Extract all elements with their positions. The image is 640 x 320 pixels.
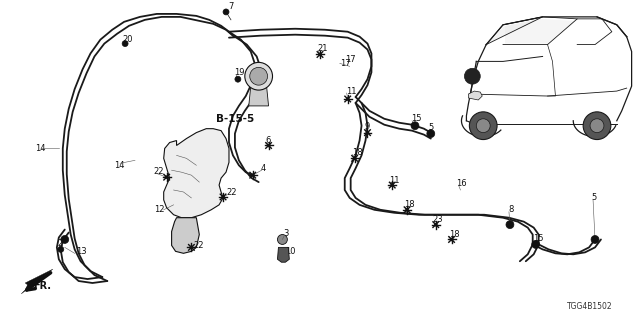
- Circle shape: [411, 122, 419, 130]
- Polygon shape: [172, 218, 199, 253]
- Circle shape: [319, 53, 321, 56]
- Circle shape: [165, 176, 168, 179]
- Circle shape: [245, 62, 273, 90]
- Circle shape: [346, 97, 349, 100]
- Polygon shape: [468, 91, 483, 100]
- Text: 3: 3: [284, 229, 289, 238]
- Polygon shape: [249, 86, 269, 106]
- Text: FR.: FR.: [33, 281, 51, 291]
- Text: 12: 12: [154, 205, 164, 214]
- Text: 18: 18: [351, 148, 362, 157]
- Text: 18: 18: [449, 230, 460, 239]
- Circle shape: [532, 240, 540, 248]
- Circle shape: [476, 119, 490, 132]
- Text: 19: 19: [234, 68, 244, 77]
- Circle shape: [469, 112, 497, 140]
- Circle shape: [390, 183, 394, 187]
- Text: 11: 11: [346, 87, 356, 96]
- Circle shape: [406, 208, 409, 212]
- Text: 17: 17: [340, 59, 351, 68]
- Text: 13: 13: [76, 247, 86, 256]
- Circle shape: [434, 223, 437, 226]
- Text: 14: 14: [35, 144, 45, 153]
- Circle shape: [267, 144, 270, 147]
- Text: 10: 10: [285, 247, 296, 256]
- Circle shape: [250, 67, 268, 85]
- Text: 8: 8: [508, 205, 513, 214]
- Text: 5: 5: [429, 123, 434, 132]
- Circle shape: [450, 238, 453, 241]
- Text: 22: 22: [226, 188, 237, 197]
- Circle shape: [506, 221, 514, 228]
- Polygon shape: [488, 19, 541, 44]
- Circle shape: [465, 68, 480, 84]
- Text: 17: 17: [345, 55, 355, 64]
- Circle shape: [223, 9, 229, 15]
- Circle shape: [58, 246, 64, 252]
- Text: 18: 18: [404, 200, 415, 209]
- Text: 4: 4: [260, 164, 266, 173]
- Text: 14: 14: [114, 161, 125, 170]
- Text: 22: 22: [154, 167, 164, 176]
- Polygon shape: [21, 269, 53, 294]
- Text: 20: 20: [122, 35, 132, 44]
- Text: 21: 21: [317, 44, 328, 53]
- Text: 16: 16: [456, 179, 467, 188]
- Circle shape: [235, 76, 241, 82]
- Text: 2: 2: [58, 239, 63, 248]
- Circle shape: [278, 235, 287, 244]
- Polygon shape: [278, 247, 289, 262]
- Circle shape: [353, 157, 356, 160]
- Text: 1: 1: [256, 64, 261, 73]
- Text: 11: 11: [389, 176, 400, 185]
- Text: 23: 23: [433, 215, 444, 224]
- Text: 6: 6: [266, 136, 271, 145]
- Circle shape: [427, 130, 435, 138]
- Polygon shape: [505, 19, 575, 44]
- Text: B-15-5: B-15-5: [216, 114, 254, 124]
- Polygon shape: [164, 129, 229, 218]
- Text: 9: 9: [365, 122, 370, 131]
- Circle shape: [591, 236, 599, 244]
- Circle shape: [251, 173, 254, 177]
- Circle shape: [221, 195, 225, 198]
- Circle shape: [583, 112, 611, 140]
- Circle shape: [61, 236, 68, 244]
- Circle shape: [590, 119, 604, 132]
- Circle shape: [122, 41, 128, 46]
- Text: 22: 22: [193, 241, 204, 250]
- Text: 15: 15: [411, 114, 422, 123]
- Text: 15: 15: [532, 234, 543, 243]
- Circle shape: [366, 131, 369, 134]
- Text: 7: 7: [228, 3, 234, 12]
- Text: 5: 5: [591, 193, 596, 203]
- Circle shape: [190, 246, 193, 249]
- Text: TGG4B1502: TGG4B1502: [567, 302, 613, 311]
